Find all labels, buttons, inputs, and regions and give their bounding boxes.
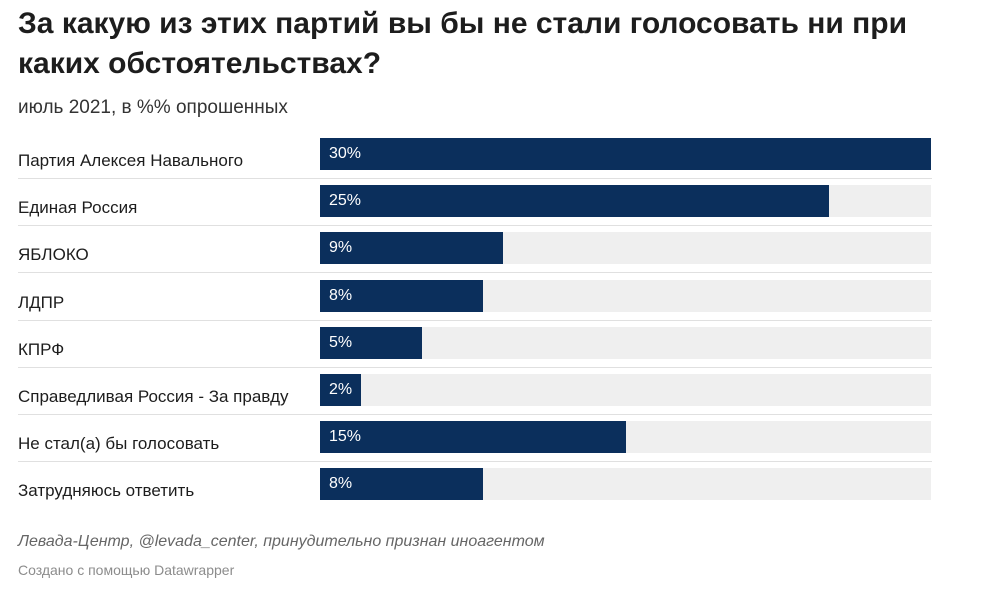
bar: 8% — [320, 279, 483, 312]
bar: 15% — [320, 421, 626, 454]
category-label: Не стал(а) бы голосовать — [18, 434, 220, 454]
row-divider — [18, 319, 932, 321]
bar-row: ЛДПР 8% — [18, 279, 932, 327]
value-label: 30% — [329, 145, 362, 162]
bar-track: 30% — [320, 138, 931, 170]
value-label: 15% — [329, 428, 362, 446]
row-divider — [18, 366, 932, 368]
category-label: Единая Россия — [18, 198, 138, 218]
bar-row: Справедливая Россия - За правду 2% — [18, 374, 932, 421]
bar-track: 9% — [320, 232, 931, 265]
category-label: ЯБЛОКО — [18, 245, 89, 265]
value-label: 9% — [329, 239, 353, 257]
bar: 5% — [320, 326, 422, 359]
bar-row: ЯБЛОКО 9% — [18, 232, 932, 279]
datawrapper-credit: Создано с помощью Datawrapper — [18, 562, 235, 578]
bar-row: КПРФ 5% — [18, 326, 932, 374]
bar-track: 2% — [320, 374, 931, 406]
bar-row: Не стал(а) бы голосовать 15% — [18, 421, 932, 468]
value-label: 8% — [329, 475, 353, 493]
row-divider — [18, 178, 932, 179]
bar: 30% — [320, 138, 931, 170]
category-label: ЛДПР — [18, 292, 65, 312]
row-divider — [18, 272, 932, 274]
bar-track: 15% — [320, 421, 931, 454]
bar-track: 5% — [320, 326, 931, 359]
bar-row: Партия Алексея Навального 30% — [18, 138, 932, 185]
value-label: 2% — [329, 381, 353, 398]
chart-title: За какую из этих партий вы бы не стали г… — [18, 7, 908, 80]
value-label: 5% — [329, 333, 353, 351]
bar-track: 8% — [320, 468, 931, 501]
bar-track: 8% — [320, 279, 931, 312]
bar: 9% — [320, 232, 504, 265]
bar-row: Затрудняюсь ответить 8% — [18, 468, 932, 515]
value-label: 25% — [329, 192, 362, 210]
row-divider — [18, 414, 932, 415]
bar: 8% — [320, 468, 483, 501]
chart-subtitle: июль 2021, в %% опрошенных — [18, 97, 288, 118]
bar-track: 25% — [320, 185, 931, 218]
category-label: Партия Алексея Навального — [18, 151, 244, 170]
row-divider — [18, 225, 932, 227]
bar: 25% — [320, 185, 830, 218]
bar: 2% — [320, 374, 361, 406]
category-label: Справедливая Россия - За правду — [18, 387, 289, 406]
source-note: Левада-Центр, @levada_center, принудител… — [18, 533, 545, 550]
value-label: 8% — [329, 286, 353, 304]
category-label: Затрудняюсь ответить — [18, 481, 195, 501]
row-divider — [18, 461, 932, 463]
category-label: КПРФ — [18, 339, 65, 359]
bar-row: Единая Россия 25% — [18, 185, 932, 232]
